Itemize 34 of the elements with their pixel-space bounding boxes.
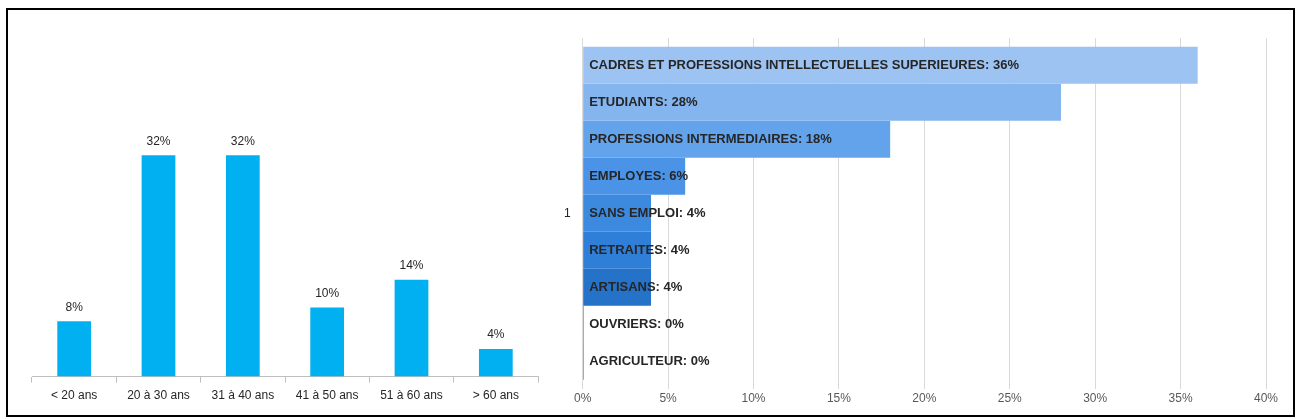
data-label: 10% <box>315 285 340 300</box>
x-tick-label: 0% <box>574 391 592 406</box>
x-tick-label: < 20 ans <box>50 388 98 403</box>
x-tick-label: 20% <box>912 391 937 406</box>
x-tick-label: 10% <box>741 391 766 406</box>
bar <box>225 155 260 377</box>
data-label: 8% <box>65 299 84 314</box>
bar <box>394 279 429 377</box>
data-label: 4% <box>487 327 505 342</box>
x-tick-label: 51 à 60 ans <box>380 388 443 403</box>
bar <box>57 321 92 377</box>
bar <box>583 83 1061 121</box>
y-tick-label: 1 <box>563 205 571 220</box>
x-tick-label: > 60 ans <box>472 388 520 403</box>
x-tick-label: 35% <box>1168 391 1193 406</box>
data-label: PROFESSIONS INTERMEDIAIRES: 18% <box>589 130 833 146</box>
data-label: 32% <box>230 133 256 148</box>
x-tick-label: 31 à 40 ans <box>211 388 275 403</box>
data-label: OUVRIERS: 0% <box>589 315 685 331</box>
bar <box>141 155 176 377</box>
x-tick-label: 20 à 30 ans <box>127 388 190 403</box>
data-label: 14% <box>399 258 424 273</box>
x-tick-label: 25% <box>997 391 1023 406</box>
x-tick-label: 30% <box>1083 391 1108 406</box>
data-label: 32% <box>146 133 171 148</box>
bar <box>478 348 513 377</box>
data-label: CADRES ET PROFESSIONS INTELLECTUELLES SUPERIEURES: 36% <box>589 56 1020 72</box>
x-tick-label: 41 à 50 ans <box>295 388 359 403</box>
data-label: ETUDIANTS: 28% <box>589 93 698 109</box>
data-label: AGRICULTEUR: 0% <box>589 352 710 368</box>
x-tick-label: 15% <box>826 391 852 406</box>
x-tick-label: 40% <box>1253 391 1279 406</box>
x-tick-label: 5% <box>659 391 678 406</box>
bar <box>310 307 345 377</box>
